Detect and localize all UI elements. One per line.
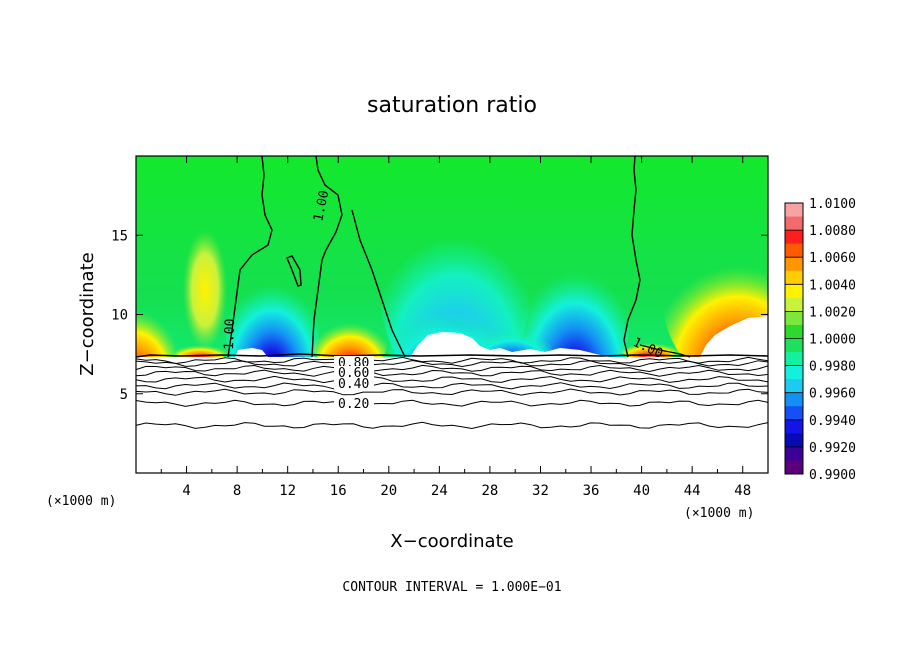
y-axis-ticks: 5 10 15	[111, 228, 768, 403]
moist-zone-left-edge	[136, 275, 176, 357]
colorbar-swatch	[785, 460, 803, 475]
dry-zone-12km	[224, 250, 320, 357]
colorbar-swatch	[785, 433, 803, 448]
x-tick-label: 36	[583, 483, 600, 499]
colorbar-label: 0.9920	[809, 441, 856, 456]
contour-line-0.6	[135, 369, 769, 377]
colorbar-label: 0.9940	[809, 414, 856, 429]
x-tick-label: 4	[182, 483, 190, 499]
saturation-field	[136, 156, 768, 357]
colorbar-swatch	[785, 392, 803, 407]
x-tick-label: 16	[330, 483, 347, 499]
x-tick-label: 24	[431, 483, 448, 499]
contour-interval-note: CONTOUR INTERVAL = 1.000E−01	[342, 580, 561, 595]
colorbar-swatch	[785, 230, 803, 245]
colorbar-label: 1.0040	[809, 278, 856, 293]
colorbar-swatch	[785, 270, 803, 285]
colorbar-swatch	[785, 297, 803, 312]
colorbar-swatch	[785, 284, 803, 299]
colorbar-swatch	[785, 203, 803, 218]
x-axis-label: X−coordinate	[390, 531, 513, 552]
cloud-base-line	[135, 353, 769, 358]
moist-zone-17km	[312, 300, 388, 357]
cloud-patch-left	[235, 348, 268, 357]
colorbar-label: 1.0100	[809, 197, 856, 212]
unity-contour-center-right	[351, 209, 406, 358]
colorbar-swatch	[785, 338, 803, 353]
x-tick-label: 48	[734, 483, 751, 499]
contour-line-0.2	[135, 399, 769, 407]
colorbar: 1.0100 1.0080 1.0060 1.0040 1.0020 1.0000 0.99…	[784, 197, 856, 483]
unity-contour-right	[623, 155, 641, 358]
colorbar-label: 0.9980	[809, 360, 856, 375]
contour-label-1.00-left: 1.00	[222, 318, 238, 350]
lower-contour-lines	[135, 356, 769, 430]
x-tick-label: 40	[633, 483, 650, 499]
colorbar-swatch	[785, 216, 803, 231]
x-tick-label: 12	[279, 483, 296, 499]
moist-zone-41km	[620, 336, 680, 357]
x-tick-label: 44	[684, 483, 701, 499]
y-tick-label: 5	[120, 387, 128, 403]
colorbar-label: 0.9900	[809, 468, 856, 483]
contour-line-0.5	[135, 375, 769, 384]
colorbar-swatch	[785, 446, 803, 461]
x-axis-ticks: 4 8 12 16 20 24 28 32 36 40 44 48	[160, 156, 751, 499]
unity-contour-center	[311, 155, 343, 358]
colorbar-swatch	[785, 243, 803, 258]
y-tick-label: 15	[111, 228, 128, 244]
colorbar-swatch	[785, 365, 803, 380]
y-axis-label: Z−coordinate	[77, 252, 98, 375]
x-tick-label: 28	[481, 483, 498, 499]
contour-line-0.4	[135, 382, 769, 390]
colorbar-swatch	[785, 352, 803, 367]
colorbar-label: 0.9960	[809, 387, 856, 402]
chart-title: saturation ratio	[367, 93, 537, 118]
cloud-patch-mid	[410, 332, 610, 357]
contour-line-0.1	[135, 421, 769, 430]
contour-label-0.40: 0.40	[338, 377, 369, 392]
colorbar-label: 1.0020	[809, 305, 856, 320]
unity-contours	[227, 155, 691, 358]
colorbar-label: 1.0080	[809, 224, 856, 239]
contour-label-1.00-center: 1.00	[311, 189, 332, 223]
colorbar-label: 1.0000	[809, 333, 856, 348]
contour-line-0.7	[135, 364, 769, 373]
contour-label-0.20: 0.20	[338, 397, 369, 412]
unity-contour-left	[227, 155, 273, 358]
dry-zone-34km	[520, 230, 630, 357]
moist-zone-6km-base	[172, 338, 228, 357]
cloud-patch-right	[700, 316, 768, 357]
x-tick-label: 20	[380, 483, 397, 499]
colorbar-label: 1.0060	[809, 251, 856, 266]
x-tick-label: 8	[233, 483, 241, 499]
y-tick-label: 10	[111, 308, 128, 324]
x-tick-label: 32	[532, 483, 549, 499]
colorbar-swatch	[785, 406, 803, 421]
moist-zone-5km	[183, 230, 227, 350]
colorbar-swatch	[785, 257, 803, 272]
colorbar-swatch	[785, 419, 803, 434]
dry-zone-29km	[472, 315, 552, 357]
contour-line-0.3	[135, 388, 769, 396]
colorbar-swatch	[785, 379, 803, 394]
unity-contour-closed	[286, 255, 302, 287]
lower-region	[136, 357, 768, 473]
contour-line-0.9	[135, 356, 769, 365]
x-unit-left: (×1000 m)	[46, 494, 116, 509]
colorbar-swatch	[785, 311, 803, 326]
colorbar-swatch	[785, 324, 803, 339]
x-unit-right: (×1000 m)	[684, 506, 754, 521]
